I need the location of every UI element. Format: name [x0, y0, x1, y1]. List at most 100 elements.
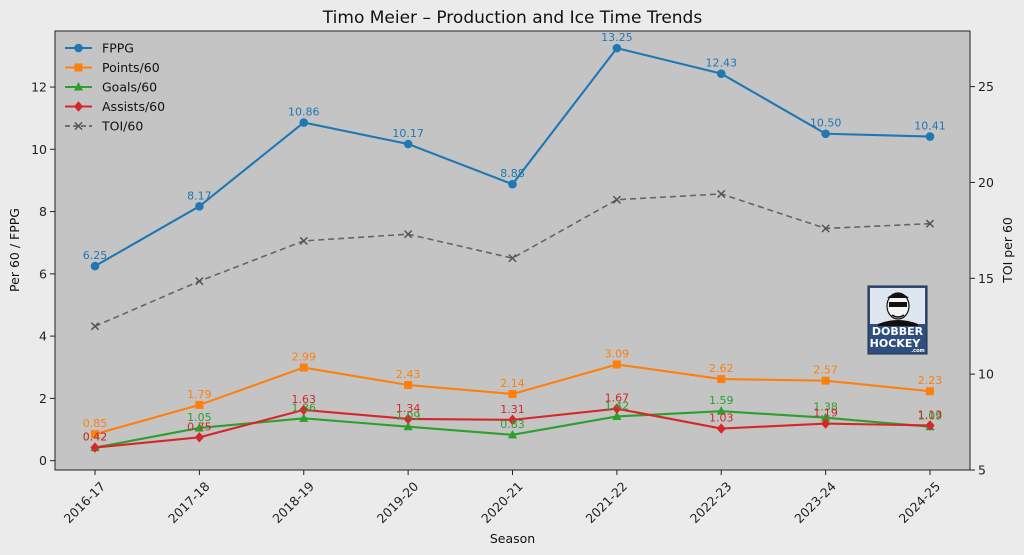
- data-label-points-60: 2.14: [500, 377, 525, 390]
- y-tick-label-left: 2: [39, 391, 47, 406]
- data-point-assists-60: [612, 403, 622, 414]
- y-axis-right: 5 10 15 20 25: [970, 79, 994, 478]
- data-label-fppg: 10.50: [810, 117, 842, 130]
- data-label-points-60: 2.23: [918, 374, 943, 387]
- data-point-assists-60: [90, 442, 100, 453]
- data-label-points-60: 0.85: [83, 417, 108, 430]
- data-point-points-60: [821, 376, 830, 385]
- data-label-goals-60: 1.09: [918, 410, 943, 423]
- data-label-goals-60: 1.05: [187, 411, 212, 424]
- data-label-points-60: 1.79: [187, 388, 212, 401]
- legend-marker-assists-60: [73, 101, 84, 112]
- data-label-goals-60: 1.09: [396, 410, 421, 423]
- data-label-assists-60: 1.03: [709, 412, 734, 425]
- y-axis-label-left: Per 60 / FPPG: [7, 208, 22, 292]
- data-label-fppg: 10.17: [392, 127, 424, 140]
- data-point-assists-60: [403, 413, 413, 425]
- data-label-assists-60: 1.67: [605, 392, 630, 405]
- y-tick-label-right: 10: [978, 367, 994, 382]
- data-point-points-60: [926, 387, 934, 396]
- series-line-toi-60: [94, 193, 931, 327]
- data-point-assists-60: [507, 414, 518, 426]
- data-point-goals-60: [194, 422, 204, 432]
- legend-marker-toi-60: [74, 121, 83, 131]
- data-label-goals-60: 0.83: [500, 418, 525, 431]
- data-label-points-60: 2.62: [709, 362, 734, 375]
- legend-label-assists-60: Assists/60: [102, 99, 165, 114]
- series-assists-60: [90, 403, 935, 453]
- data-point-goals-60: [507, 429, 518, 439]
- y-tick-label-left: 8: [39, 204, 47, 219]
- data-label-assists-60: 0.75: [187, 420, 212, 433]
- data-label-points-60: 3.09: [605, 347, 630, 360]
- y-tick-label-right: 5: [978, 463, 986, 478]
- series-fppg: [90, 43, 935, 271]
- data-labels-layer: 6.25 8.17 10.86 10.17 8.88 13.25 12.43 10.50 10.…: [83, 31, 946, 443]
- data-label-fppg: 6.25: [83, 249, 108, 262]
- series-layer: [90, 43, 935, 453]
- data-point-fppg: [299, 118, 309, 127]
- legend-marker-points-60: [74, 63, 83, 72]
- legend-item-fppg: FPPG: [65, 41, 134, 56]
- data-point-fppg: [508, 179, 517, 189]
- data-label-goals-60: 1.42: [605, 399, 630, 412]
- data-point-points-60: [195, 400, 204, 409]
- data-point-fppg: [403, 139, 413, 149]
- data-label-fppg: 10.41: [914, 120, 946, 133]
- data-point-toi-60: [299, 236, 308, 246]
- data-point-fppg: [925, 132, 935, 141]
- data-label-goals-60: 1.59: [709, 394, 734, 407]
- data-point-fppg: [612, 43, 622, 53]
- data-point-toi-60: [925, 219, 935, 228]
- data-label-points-60: 2.43: [396, 368, 421, 381]
- y-tick-label-left: 0: [39, 453, 47, 468]
- data-point-assists-60: [299, 404, 309, 416]
- data-label-fppg: 8.88: [500, 167, 525, 180]
- data-point-fppg: [716, 69, 726, 78]
- logo-sub: .com: [911, 348, 925, 354]
- data-label-fppg: 8.17: [187, 189, 212, 202]
- y-axis-left: 0 2 4 6 8 10 12: [31, 80, 55, 468]
- data-point-points-60: [717, 375, 726, 384]
- y-tick-label-left: 10: [31, 142, 47, 157]
- data-label-assists-60: 1.13: [918, 408, 943, 421]
- data-point-fppg: [821, 129, 830, 139]
- data-label-assists-60: 1.63: [292, 393, 317, 406]
- y-axis-label-right: TOI per 60: [1000, 217, 1015, 284]
- legend-item-goals-60: Goals/60: [65, 80, 157, 95]
- data-label-fppg: 10.86: [288, 106, 320, 119]
- data-label-assists-60: 1.31: [500, 403, 525, 416]
- data-label-goals-60: 1.36: [292, 401, 317, 414]
- y-tick-label-right: 25: [978, 79, 994, 94]
- y-tick-label-right: 15: [978, 271, 994, 286]
- dobber-hockey-logo: DOBBER HOCKEY .com: [867, 285, 928, 355]
- data-label-assists-60: 1.34: [396, 402, 421, 415]
- y-tick-label-left: 4: [39, 329, 47, 344]
- data-label-goals-60: 0.42: [83, 431, 108, 444]
- chart-title: Timo Meier – Production and Ice Time Tre…: [322, 8, 703, 28]
- x-axis-label: Season: [490, 531, 535, 546]
- legend-label-goals-60: Goals/60: [102, 80, 157, 95]
- data-point-toi-60: [612, 195, 622, 204]
- y-tick-label-left: 12: [31, 80, 47, 95]
- data-point-fppg: [90, 261, 100, 271]
- legend: FPPG Points/60 Goals/60 Assists/60 TOI/60: [65, 41, 165, 134]
- data-point-points-60: [404, 381, 413, 390]
- data-point-toi-60: [717, 189, 726, 199]
- logo-line1: DOBBER: [872, 325, 924, 338]
- data-point-points-60: [612, 360, 621, 369]
- legend-marker-goals-60: [73, 82, 84, 91]
- data-point-goals-60: [821, 412, 831, 422]
- y-tick-label-right: 20: [978, 175, 994, 190]
- data-point-goals-60: [612, 411, 622, 420]
- legend-label-points-60: Points/60: [102, 60, 160, 75]
- data-point-assists-60: [925, 420, 935, 431]
- legend-label-fppg: FPPG: [102, 41, 134, 56]
- data-label-goals-60: 1.38: [813, 401, 838, 414]
- legend-marker-fppg: [74, 43, 83, 53]
- legend-item-points-60: Points/60: [65, 60, 160, 75]
- y-tick-label-left: 6: [39, 266, 47, 281]
- data-point-toi-60: [508, 254, 517, 263]
- legend-item-toi-60: TOI/60: [65, 119, 143, 134]
